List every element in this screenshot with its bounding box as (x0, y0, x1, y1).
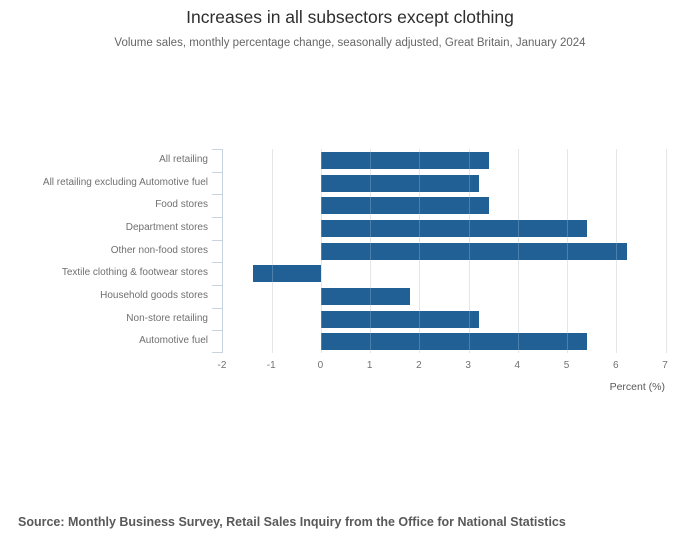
x-tick-label: 1 (366, 360, 373, 371)
y-axis-tick (212, 352, 222, 353)
gridline (271, 149, 273, 353)
category-label: Food stores (155, 199, 208, 211)
bar (252, 265, 322, 283)
plot-area (212, 149, 667, 353)
gridline (665, 149, 667, 353)
y-axis-category-labels: All retailing All retailing excluding Aut… (0, 149, 208, 353)
category-label: Automotive fuel (139, 335, 208, 347)
bar (321, 242, 627, 260)
bar (321, 219, 588, 237)
chart-subtitle: Volume sales, monthly percentage change,… (114, 37, 586, 49)
category-label: Textile clothing & footwear stores (61, 267, 208, 279)
x-tick-label: -2 (217, 360, 227, 371)
x-axis-label: Percent (%) (609, 381, 665, 393)
x-axis-tick-labels: -2 -1 0 1 2 3 4 5 6 7 (218, 360, 668, 374)
bar (321, 197, 489, 215)
category-label: All retailing excluding Automotive fuel (42, 176, 208, 188)
x-tick-label: 5 (563, 360, 570, 371)
category-label: Other non-food stores (110, 244, 208, 256)
x-tick-label: 4 (514, 360, 521, 371)
gridline (616, 149, 618, 353)
category-label: All retailing (159, 154, 208, 165)
gridline (419, 149, 421, 353)
gridline (468, 149, 470, 353)
gridline (567, 149, 569, 353)
gridline (271, 149, 273, 353)
gridline (370, 149, 372, 353)
gridline (665, 149, 667, 353)
x-tick-label: 0 (317, 360, 324, 371)
bar (321, 151, 489, 169)
x-tick-label: 6 (612, 360, 619, 371)
bar (321, 310, 479, 328)
category-label: Non-store retailing (126, 312, 208, 324)
y-axis-tick (212, 262, 222, 264)
y-axis-tick (212, 285, 222, 286)
x-tick-label: -1 (266, 360, 276, 371)
gridline (517, 149, 519, 353)
source-text: Source: Monthly Business Survey, Retail … (18, 515, 566, 529)
gridline (320, 149, 322, 353)
y-axis-tick (212, 194, 222, 196)
x-tick-label: 7 (662, 360, 668, 371)
category-label: Household goods stores (100, 290, 208, 301)
y-axis-tick (212, 217, 222, 218)
category-label: Department stores (125, 222, 208, 233)
x-tick-label: 3 (465, 360, 471, 371)
chart-title: Increases in all subsectors except cloth… (186, 7, 514, 27)
y-axis-tick (212, 239, 222, 241)
x-tick-label: 2 (416, 360, 422, 371)
y-axis-tick (212, 307, 222, 309)
bar (321, 287, 411, 305)
bar (321, 174, 479, 192)
y-axis-tick (212, 171, 222, 173)
y-axis-tick (212, 330, 222, 332)
bar (321, 333, 588, 351)
y-axis-tick (212, 149, 222, 150)
